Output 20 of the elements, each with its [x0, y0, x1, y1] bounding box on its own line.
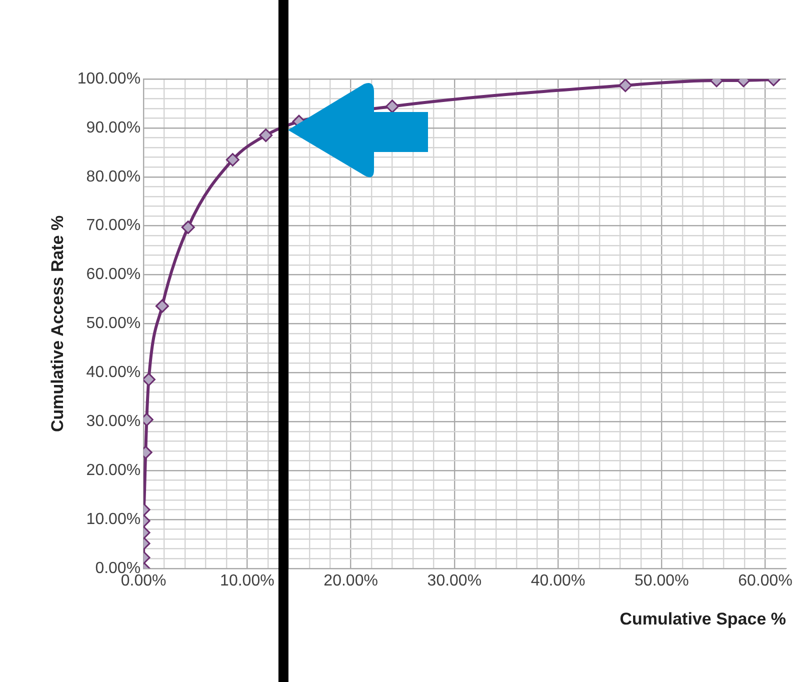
y-tick-label: 10.00%: [86, 510, 141, 528]
x-tick-label: 50.00%: [634, 572, 689, 590]
y-tick-label: 60.00%: [86, 266, 141, 284]
y-tick-label: 50.00%: [86, 315, 141, 332]
point: [386, 100, 399, 114]
x-tick-label: 40.00%: [530, 572, 586, 590]
x-tick-label: 30.00%: [427, 572, 482, 590]
y-tick-label: 90.00%: [86, 119, 141, 136]
x-tick-label: 20.00%: [324, 572, 378, 590]
y-tick-label: 80.00%: [86, 168, 141, 186]
x-tick-label: 10.00%: [220, 572, 274, 590]
y-tick-label: 40.00%: [86, 364, 141, 382]
y-tick-label: 100.00%: [77, 70, 141, 88]
y-axis-title: Cumulative Access Rate %: [48, 215, 67, 432]
y-tick-label: 30.00%: [86, 412, 141, 430]
x-tick-label: 0.00%: [120, 572, 166, 590]
x-axis-title: Cumulative Space %: [620, 609, 786, 628]
y-tick-label: 70.00%: [86, 217, 141, 234]
y-tick-label: 20.00%: [86, 462, 141, 479]
x-tick-label: 60.00%: [738, 572, 792, 590]
